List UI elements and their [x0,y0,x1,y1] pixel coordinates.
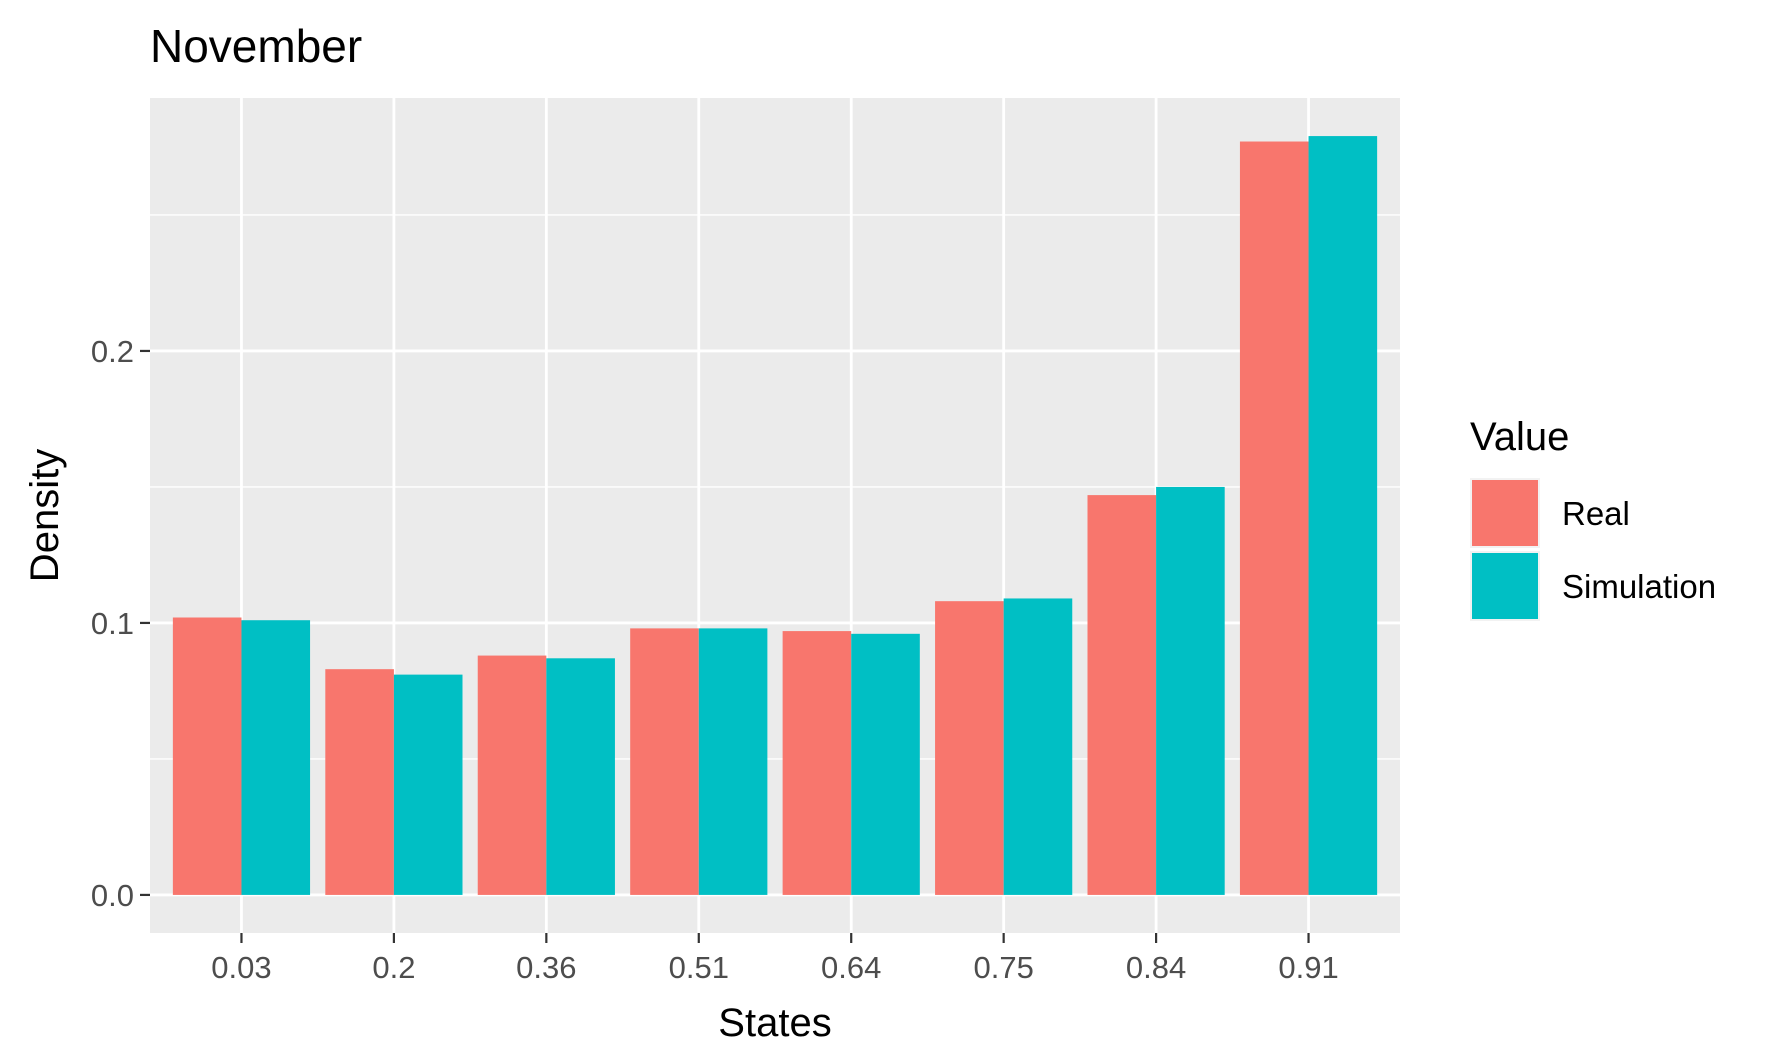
bar-real-0.2 [325,669,394,895]
x-tick-label: 0.2 [372,950,415,985]
axes: 0.0 0.1 0.2 0.03 0.2 0.36 0.51 0.64 0.75 0.84 0.91 [91,334,1339,985]
legend: Value Real Simulation [1470,415,1716,621]
x-tick-label: 0.36 [516,950,576,985]
bar-simulation-0.03 [241,620,311,895]
bar-real-0.03 [172,617,242,895]
bar-simulation-0.75 [1003,598,1073,895]
bar-real-0.51 [630,628,699,895]
legend-key-simulation [1472,553,1538,619]
y-axis-title: Density [23,449,67,582]
x-tick-label: 0.51 [669,950,729,985]
bar-simulation-0.91 [1308,136,1378,895]
y-tick-label: 0.2 [91,334,134,369]
bar-simulation-0.36 [546,658,615,895]
y-tick-label: 0.0 [91,878,134,913]
x-tick-label: 0.64 [821,950,881,985]
x-tick-label: 0.91 [1278,950,1338,985]
x-tick-label: 0.03 [211,950,271,985]
legend-label-real: Real [1562,495,1630,532]
x-tick-label: 0.84 [1126,950,1186,985]
y-tick-label: 0.1 [91,606,134,641]
bar-real-0.75 [935,601,1004,895]
x-axis-title: States [718,1001,831,1045]
legend-key-real [1472,480,1538,546]
bar-real-0.91 [1239,141,1309,895]
bar-real-0.36 [477,655,547,895]
bar-real-0.84 [1087,495,1157,895]
bar-simulation-0.2 [393,674,463,895]
bar-real-0.64 [782,631,852,895]
bar-simulation-0.64 [851,633,920,895]
legend-title: Value [1470,415,1569,459]
bar-simulation-0.51 [698,628,768,895]
bars [172,136,1378,895]
legend-label-simulation: Simulation [1562,568,1716,605]
bar-simulation-0.84 [1156,486,1225,895]
x-tick-label: 0.75 [973,950,1033,985]
chart-title: November [150,20,362,72]
